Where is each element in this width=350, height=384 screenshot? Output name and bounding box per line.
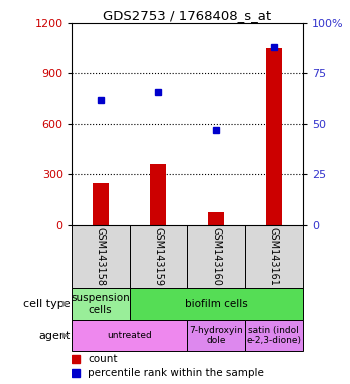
Text: cell type: cell type <box>23 299 71 309</box>
Text: agent: agent <box>38 331 71 341</box>
Bar <box>72 320 187 351</box>
Text: GSM143158: GSM143158 <box>96 227 106 286</box>
Text: percentile rank within the sample: percentile rank within the sample <box>88 368 264 378</box>
Bar <box>130 225 187 288</box>
Bar <box>72 288 130 320</box>
Text: untreated: untreated <box>107 331 152 340</box>
Bar <box>245 320 303 351</box>
Text: satin (indol
e-2,3-dione): satin (indol e-2,3-dione) <box>246 326 301 345</box>
Text: GSM143160: GSM143160 <box>211 227 221 286</box>
Bar <box>92 183 109 225</box>
Bar <box>208 212 224 225</box>
Text: suspension
cells: suspension cells <box>71 293 130 314</box>
Bar <box>266 48 282 225</box>
Text: biofilm cells: biofilm cells <box>185 299 247 309</box>
Text: GSM143159: GSM143159 <box>153 227 163 286</box>
Bar <box>245 225 303 288</box>
Title: GDS2753 / 1768408_s_at: GDS2753 / 1768408_s_at <box>103 9 271 22</box>
Bar <box>130 288 303 320</box>
Text: GSM143161: GSM143161 <box>269 227 279 286</box>
Text: count: count <box>88 354 117 364</box>
Bar <box>187 320 245 351</box>
Bar <box>150 164 167 225</box>
Text: 7-hydroxyin
dole: 7-hydroxyin dole <box>189 326 243 345</box>
Bar <box>72 225 130 288</box>
Bar <box>187 225 245 288</box>
